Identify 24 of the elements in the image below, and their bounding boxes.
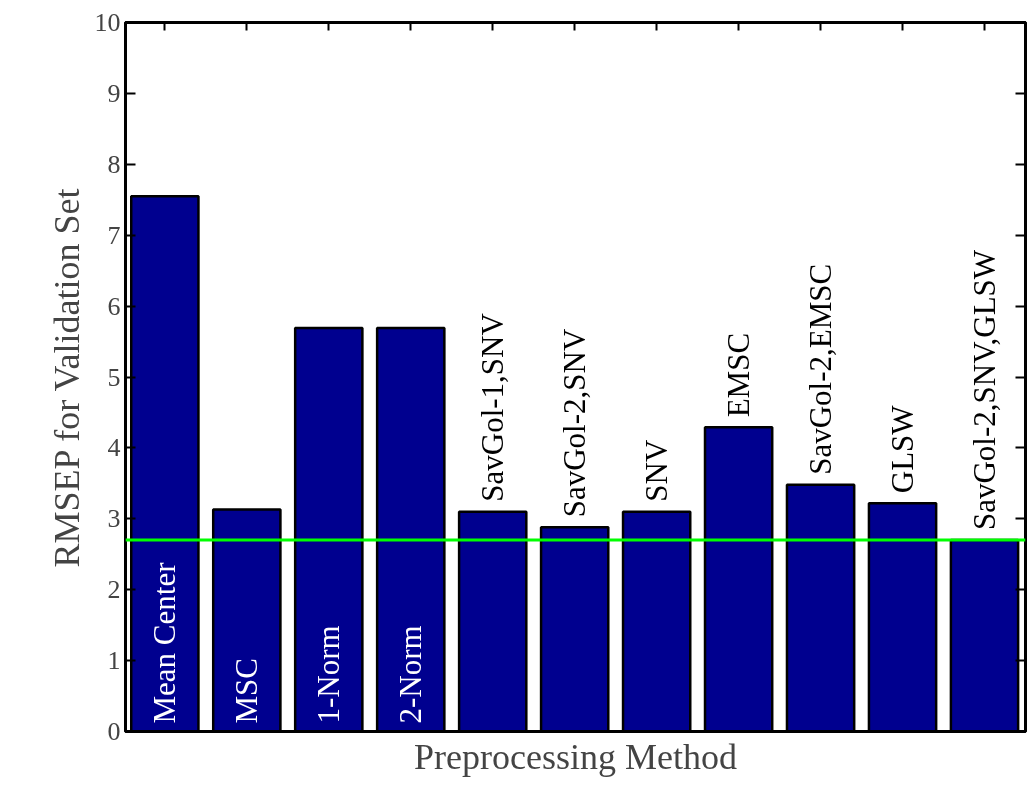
x-tick-label: GLSW	[885, 404, 921, 494]
x-tick-label: SavGol-1,SNV	[475, 312, 511, 502]
x-axis-title: Preprocessing Method	[414, 736, 737, 777]
x-tick-label: Mean Center	[147, 561, 183, 724]
y-axis-title: RMSEP for Validation Set	[46, 188, 87, 568]
x-tick-label: SNV	[639, 439, 675, 502]
y-tick-label: 4	[107, 433, 121, 463]
y-tick-label: 10	[94, 8, 121, 37]
x-tick-label: SavGol-2,EMSC	[803, 263, 839, 475]
x-tick-label: SavGol-2,SNV	[557, 328, 593, 518]
x-tick-label: EMSC	[721, 332, 757, 418]
y-tick-label: 2	[107, 575, 121, 605]
y-tick-label: 7	[107, 220, 121, 250]
x-tick-label: 2-Norm	[393, 625, 429, 724]
x-tick-label: SavGol-2,SNV,GLSW	[967, 249, 1003, 531]
y-tick-label: 3	[107, 504, 121, 534]
y-tick-label: 5	[107, 362, 121, 392]
y-tick-label: 6	[107, 291, 121, 321]
y-tick-label: 0	[107, 717, 121, 746]
y-tick-label: 8	[107, 149, 121, 179]
x-tick-label: MSC	[229, 658, 265, 724]
x-tick-label: 1-Norm	[311, 625, 347, 724]
y-tick-label: 9	[107, 78, 121, 108]
y-tick-label: 1	[107, 646, 121, 676]
